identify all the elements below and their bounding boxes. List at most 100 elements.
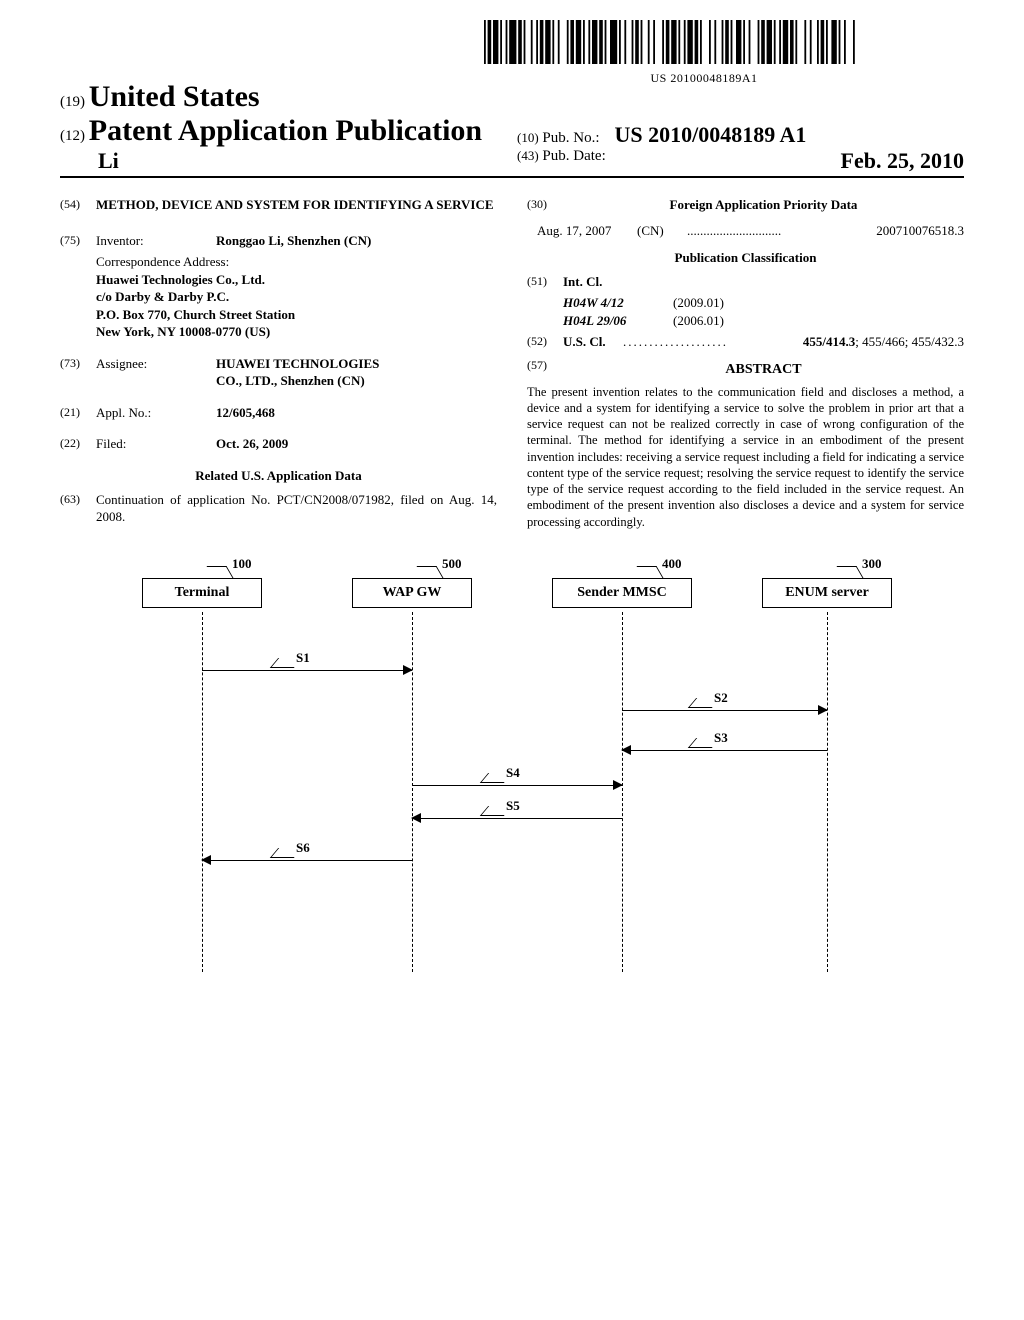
filed-label: Filed: — [96, 435, 216, 453]
diagram-arrow-s3 — [622, 750, 827, 752]
foreign-priority-row: Aug. 17, 2007 (CN) .....................… — [537, 222, 964, 240]
header-right: (10) Pub. No.: US 2010/0048189 A1 (43) P… — [507, 122, 964, 174]
doc-type-line: (12) Patent Application Publication — [60, 114, 507, 148]
intcl-1-year: (2009.01) — [673, 294, 724, 312]
foreign-num: 200710076518.3 — [876, 222, 964, 240]
pub-date: Feb. 25, 2010 — [841, 148, 964, 174]
intcl-1: H04W 4/12 (2009.01) — [563, 294, 964, 312]
diagram-arrow-s2 — [622, 710, 827, 712]
correspondence-block: Correspondence Address: Huawei Technolog… — [96, 253, 497, 341]
intcl-2-year: (2006.01) — [673, 312, 724, 330]
title-row: (54) METHOD, DEVICE AND SYSTEM FOR IDENT… — [60, 196, 497, 228]
corr-label: Correspondence Address: — [96, 253, 497, 271]
diagram-arrow-label-tick-s5 — [480, 806, 512, 816]
pub-date-line: (43) Pub. Date: Feb. 25, 2010 — [517, 148, 964, 165]
inventor-name: Ronggao Li, Shenzhen (CN) — [216, 232, 497, 250]
diagram-node-tick-mmsc — [637, 566, 664, 578]
num-22: (22) — [60, 435, 96, 453]
diagram-node-ref-enum: 300 — [862, 556, 882, 572]
diagram-node-tick-enum — [837, 566, 864, 578]
corr-line1: Huawei Technologies Co., Ltd. — [96, 271, 497, 289]
inventor-label: Inventor: — [96, 232, 216, 250]
num-30: (30) — [527, 196, 563, 214]
num-21: (21) — [60, 404, 96, 422]
diagram-node-terminal: Terminal — [142, 578, 262, 608]
applno-row: (21) Appl. No.: 12/605,468 — [60, 404, 497, 422]
intcl-row: (51) Int. Cl. — [527, 273, 964, 291]
diagram-node-ref-terminal: 100 — [232, 556, 252, 572]
right-column: (30) Foreign Application Priority Data A… — [527, 196, 964, 530]
num-63: (63) — [60, 491, 96, 526]
pub-date-label: Pub. Date: — [542, 148, 605, 164]
foreign-country: (CN) — [637, 222, 687, 240]
num-10: (10) — [517, 130, 539, 145]
uscl-rest: ; 455/466; 455/432.3 — [855, 334, 964, 349]
abstract-text: The present invention relates to the com… — [527, 384, 964, 530]
num-51: (51) — [527, 273, 563, 291]
abstract-heading: ABSTRACT — [563, 361, 964, 380]
diagram-arrow-s6 — [202, 860, 412, 862]
diagram-arrow-s4 — [412, 785, 622, 787]
diagram-node-ref-wapgw: 500 — [442, 556, 462, 572]
diagram-node-ref-mmsc: 400 — [662, 556, 682, 572]
applno-label: Appl. No.: — [96, 404, 216, 422]
country-line: (19) United States — [60, 80, 507, 114]
sequence-diagram: Terminal100WAP GW500Sender MMSC400ENUM s… — [132, 560, 892, 980]
uscl-values: 455/414.3; 455/466; 455/432.3 — [803, 333, 964, 351]
pub-no-label: Pub. No.: — [542, 130, 599, 146]
invention-title: METHOD, DEVICE AND SYSTEM FOR IDENTIFYIN… — [96, 196, 494, 214]
num-73: (73) — [60, 355, 96, 390]
pub-no: US 2010/0048189 A1 — [615, 122, 807, 147]
barcode-block: US 20100048189A1 — [484, 20, 924, 86]
foreign-dots: ............................. — [687, 222, 876, 240]
abstract-heading-row: (57) ABSTRACT — [527, 357, 964, 380]
related-heading: Related U.S. Application Data — [60, 467, 497, 485]
diagram-lifeline-2 — [622, 612, 623, 972]
foreign-heading: Foreign Application Priority Data — [563, 196, 964, 214]
num-52: (52) — [527, 333, 563, 351]
diagram-arrow-label-tick-s6 — [270, 848, 302, 858]
foreign-heading-row: (30) Foreign Application Priority Data — [527, 196, 964, 214]
diagram-arrow-s1 — [202, 670, 412, 672]
uscl-row: (52) U.S. Cl. .................... 455/4… — [527, 333, 964, 351]
barcode-text: US 20100048189A1 — [484, 71, 924, 86]
barcode-svg — [484, 20, 924, 64]
pub-class-heading: Publication Classification — [527, 249, 964, 267]
corr-line4: New York, NY 10008-0770 (US) — [96, 323, 497, 341]
diagram-node-tick-terminal — [207, 566, 234, 578]
diagram-lifeline-0 — [202, 612, 203, 972]
diagram-node-wapgw: WAP GW — [352, 578, 472, 608]
num-75: (75) — [60, 232, 96, 250]
uscl-label: U.S. Cl. — [563, 333, 623, 351]
left-column: (54) METHOD, DEVICE AND SYSTEM FOR IDENT… — [60, 196, 497, 530]
assignee-row: (73) Assignee: HUAWEI TECHNOLOGIES CO., … — [60, 355, 497, 390]
num-12: (12) — [60, 128, 85, 144]
assignee-line2: CO., LTD., Shenzhen (CN) — [216, 373, 365, 388]
header-left: (19) United States (12) Patent Applicati… — [60, 80, 507, 174]
corr-line3: P.O. Box 770, Church Street Station — [96, 306, 497, 324]
pub-no-line: (10) Pub. No.: US 2010/0048189 A1 — [517, 122, 964, 148]
assignee-label: Assignee: — [96, 355, 216, 390]
intcl-1-code: H04W 4/12 — [563, 294, 673, 312]
intcl-label: Int. Cl. — [563, 273, 602, 291]
num-57: (57) — [527, 357, 563, 380]
uscl-dots: .................... — [623, 333, 803, 351]
intcl-2-code: H04L 29/06 — [563, 312, 673, 330]
filed-row: (22) Filed: Oct. 26, 2009 — [60, 435, 497, 453]
author-surname: Li — [98, 148, 507, 174]
body-columns: (54) METHOD, DEVICE AND SYSTEM FOR IDENT… — [60, 196, 964, 530]
uscl-bold: 455/414.3 — [803, 334, 855, 349]
num-54: (54) — [60, 196, 96, 228]
diagram-arrow-label-tick-s4 — [480, 773, 512, 783]
diagram-node-tick-wapgw — [417, 566, 444, 578]
country: United States — [89, 80, 260, 113]
inventor-row: (75) Inventor: Ronggao Li, Shenzhen (CN) — [60, 232, 497, 250]
diagram-arrow-s5 — [412, 818, 622, 820]
doc-type: Patent Application Publication — [89, 114, 482, 147]
continuation-row: (63) Continuation of application No. PCT… — [60, 491, 497, 526]
diagram-node-enum: ENUM server — [762, 578, 892, 608]
intcl-2: H04L 29/06 (2006.01) — [563, 312, 964, 330]
diagram-arrow-label-tick-s2 — [688, 698, 720, 708]
assignee-value: HUAWEI TECHNOLOGIES CO., LTD., Shenzhen … — [216, 355, 497, 390]
header: (19) United States (12) Patent Applicati… — [60, 80, 964, 178]
